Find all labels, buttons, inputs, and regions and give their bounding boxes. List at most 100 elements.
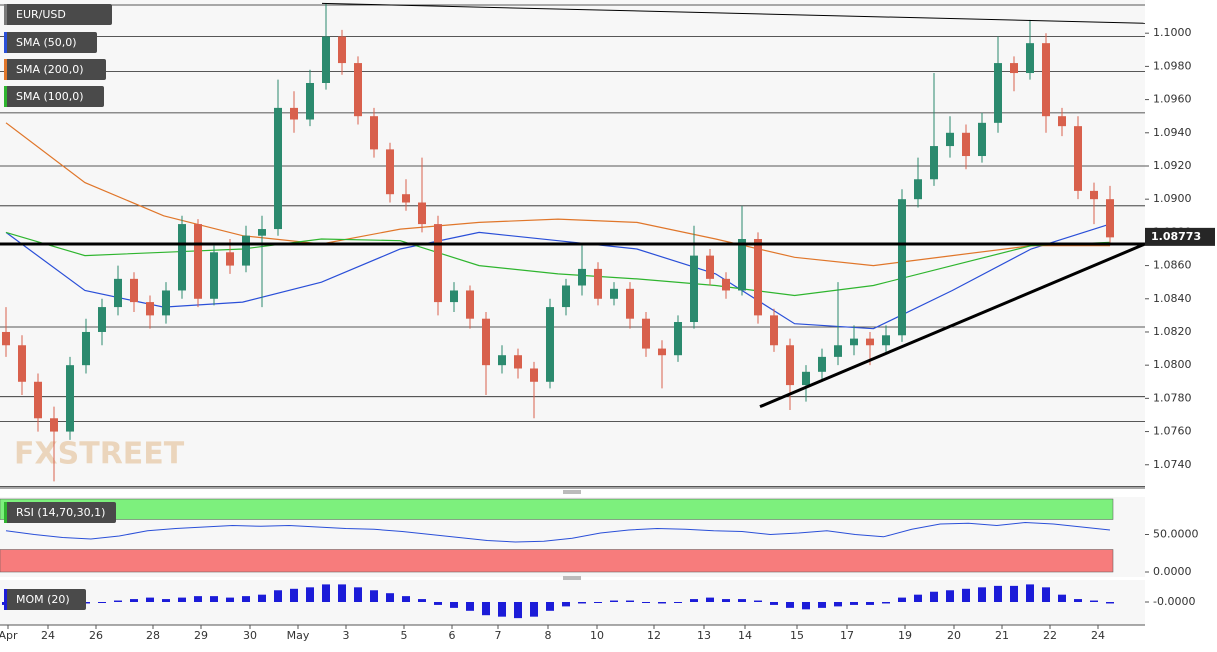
x-tick-label: 17 xyxy=(840,629,854,642)
panel-resize-handle[interactable] xyxy=(563,490,581,494)
mom-bar xyxy=(562,602,570,607)
y-tick-label: 1.0980 xyxy=(1153,59,1192,72)
candle-body xyxy=(178,224,186,291)
mom-bar xyxy=(418,599,426,602)
x-tick-label: 28 xyxy=(146,629,160,642)
x-tick-label: 7 xyxy=(495,629,502,642)
candle-body xyxy=(834,345,842,357)
oversold-zone xyxy=(0,549,1114,573)
x-tick-label: 14 xyxy=(738,629,752,642)
legend-swatch xyxy=(4,32,7,53)
mom-bar xyxy=(610,600,618,602)
x-tick-label: 22 xyxy=(1043,629,1057,642)
mom-bar xyxy=(146,597,154,602)
candle-body xyxy=(962,132,970,157)
candle-body xyxy=(578,268,586,286)
mom-bar xyxy=(546,602,554,611)
candle-body xyxy=(658,348,666,356)
x-tick-label: 30 xyxy=(243,629,257,642)
mom-bar xyxy=(898,597,906,602)
x-tick-label: 6 xyxy=(449,629,456,642)
last-price-label: 1.08773 xyxy=(1151,230,1201,243)
mom-bar xyxy=(322,584,330,602)
candle-body xyxy=(114,278,122,308)
mom-bar xyxy=(450,602,458,608)
x-tick-label: 13 xyxy=(697,629,711,642)
candle-body xyxy=(946,132,954,147)
candle-body xyxy=(866,338,874,346)
panel-resize-handle[interactable] xyxy=(563,576,581,580)
candle-body xyxy=(66,365,74,432)
y-tick-label: 1.0740 xyxy=(1153,458,1192,471)
candle-body xyxy=(562,285,570,308)
rsi-line xyxy=(5,521,1111,543)
x-tick-label: Apr xyxy=(0,629,18,642)
mom-bar xyxy=(178,597,186,602)
candle-body xyxy=(1106,199,1114,238)
mom-bar xyxy=(994,585,1002,602)
mom-bar xyxy=(626,600,634,602)
mom-bar xyxy=(162,599,170,602)
candle-body xyxy=(482,318,490,366)
candle-body xyxy=(546,307,554,382)
y-tick-label: 0.0000 xyxy=(1153,565,1192,578)
mom-bar xyxy=(338,584,346,602)
x-tick-label: 12 xyxy=(647,629,661,642)
mom-bar xyxy=(210,596,218,602)
candle-body xyxy=(194,224,202,299)
legend-box[interactable] xyxy=(4,502,116,523)
candle-body xyxy=(770,315,778,346)
mom-bar xyxy=(194,596,202,602)
legend-box[interactable] xyxy=(4,4,112,25)
mom-bar xyxy=(706,597,714,602)
mom-bar xyxy=(866,602,874,605)
mom-bar xyxy=(834,602,842,607)
candle-body xyxy=(786,345,794,386)
x-tick-label: 26 xyxy=(89,629,103,642)
candle-body xyxy=(706,255,714,279)
legend-swatch xyxy=(4,589,7,610)
candle-body xyxy=(146,302,154,316)
mom-bar xyxy=(434,602,442,605)
mom-bar xyxy=(930,591,938,602)
candle-body xyxy=(34,381,42,419)
mom-bar xyxy=(514,602,522,619)
mom-bar xyxy=(818,602,826,608)
legend-box[interactable] xyxy=(4,59,106,80)
candle-body xyxy=(82,331,90,366)
y-tick-label: 1.0920 xyxy=(1153,159,1192,172)
mom-bar xyxy=(466,602,474,611)
candle-body xyxy=(738,239,746,291)
mom-bar xyxy=(226,597,234,602)
candle-body xyxy=(354,63,362,117)
x-tick-label: 24 xyxy=(1091,629,1105,642)
candle-body xyxy=(898,199,906,336)
candle-body xyxy=(850,338,858,346)
x-tick-label: May xyxy=(287,629,310,642)
y-tick-label: 1.1000 xyxy=(1153,26,1192,39)
mom-bar xyxy=(530,602,538,617)
mom-bar xyxy=(498,602,506,617)
candle-body xyxy=(242,235,250,266)
mom-bar xyxy=(1106,602,1114,604)
mom-bar xyxy=(306,587,314,602)
trendline xyxy=(321,2,1146,24)
legend-label: EUR/USD xyxy=(16,8,66,21)
legend-box[interactable] xyxy=(4,589,86,610)
candle-body xyxy=(978,122,986,157)
mom-bar xyxy=(1074,599,1082,602)
candle-body xyxy=(290,107,298,120)
legend-swatch xyxy=(4,4,7,25)
candle-body xyxy=(434,224,442,303)
legend-box[interactable] xyxy=(4,86,104,107)
candle-body xyxy=(18,345,26,382)
mom-panel xyxy=(0,580,1145,625)
x-tick-label: 10 xyxy=(590,629,604,642)
mom-bar xyxy=(386,593,394,602)
legend-box[interactable] xyxy=(4,32,97,53)
x-tick-label: 24 xyxy=(41,629,55,642)
mom-bar xyxy=(978,587,986,602)
candle-body xyxy=(1010,63,1018,74)
last-price-box xyxy=(1145,227,1215,246)
candle-body xyxy=(594,268,602,299)
